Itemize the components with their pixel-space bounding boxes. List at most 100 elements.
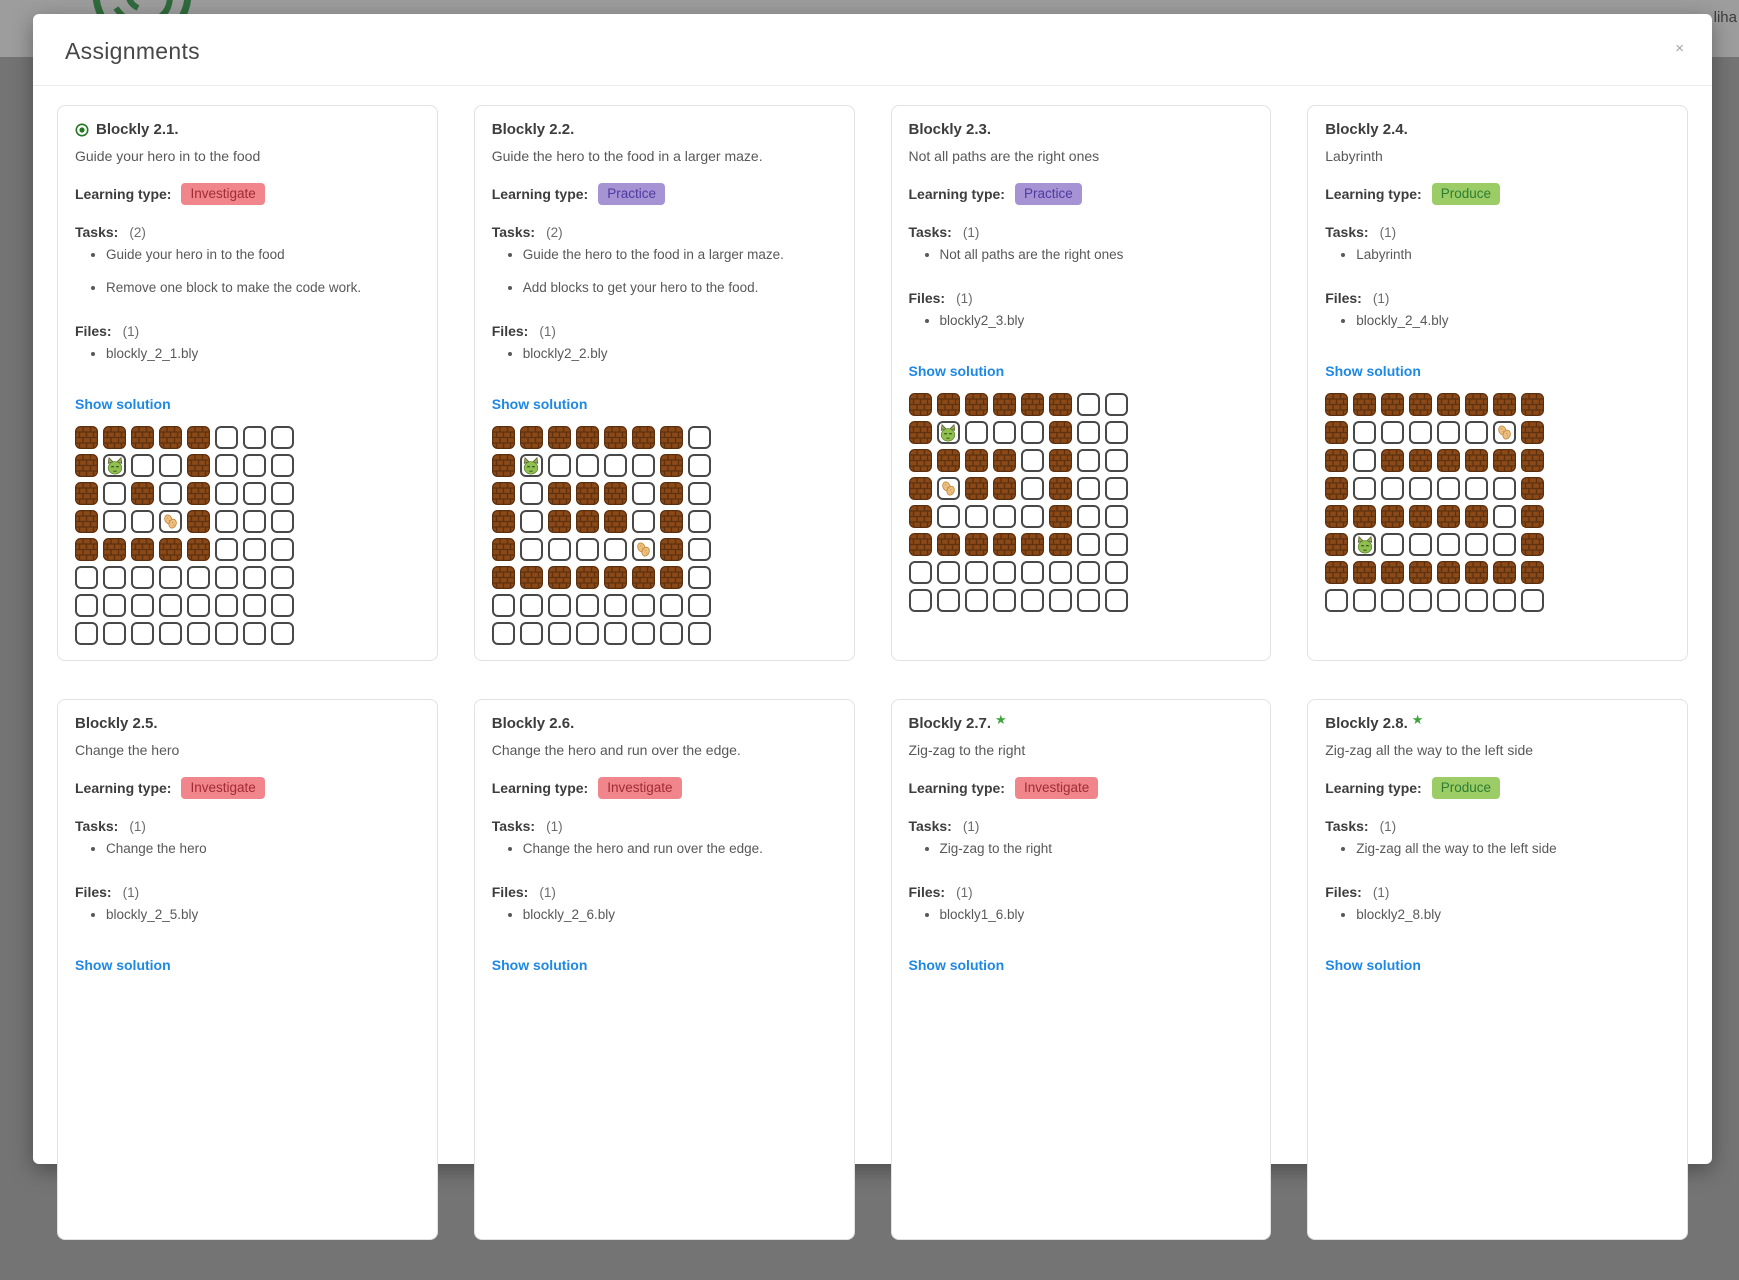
maze-empty-cell — [1409, 477, 1433, 500]
maze-empty-cell — [131, 594, 154, 617]
maze-wall-cell — [964, 477, 988, 500]
tasks-list: Not all paths are the right ones — [909, 246, 1254, 263]
maze-empty-cell — [575, 594, 599, 617]
maze-wall-cell — [992, 477, 1016, 500]
show-solution-link[interactable]: Show solution — [1325, 957, 1421, 973]
files-section: Files: (1) blockly2_3.bly — [909, 290, 1254, 329]
maze-empty-cell — [547, 622, 571, 645]
maze-food-cell — [159, 510, 182, 533]
maze-empty-cell — [575, 538, 599, 561]
files-header: Files: (1) — [492, 884, 837, 900]
maze-empty-cell — [1381, 477, 1405, 500]
star-icon: ★ — [995, 711, 1007, 727]
maze-wall-cell — [1353, 505, 1377, 528]
assignments-modal: Assignments × Blockly 2.1. Guide your her… — [33, 14, 1712, 1240]
show-solution-link[interactable]: Show solution — [491, 957, 588, 973]
maze-hero-cell — [1353, 533, 1377, 556]
task-item: Not all paths are the right ones — [940, 246, 1254, 263]
card-title-row: Blockly 2.6. — [492, 715, 837, 732]
files-count: (1) — [1372, 291, 1390, 306]
maze-empty-cell — [75, 622, 98, 645]
maze-wall-cell — [491, 538, 515, 561]
tasks-count: (1) — [962, 819, 980, 834]
maze-empty-cell — [1493, 505, 1517, 528]
maze-empty-cell — [1076, 589, 1100, 612]
maze-wall-cell — [187, 426, 210, 449]
file-item: blockly_2_6.bly — [523, 906, 837, 923]
maze-empty-cell — [1104, 477, 1128, 500]
maze-empty-cell — [1104, 393, 1128, 416]
maze-empty-cell — [1104, 533, 1128, 556]
maze-empty-cell — [1020, 505, 1044, 528]
show-solution-link[interactable]: Show solution — [75, 396, 171, 412]
maze-wall-cell — [187, 510, 210, 533]
tasks-list: Change the hero — [75, 840, 420, 857]
show-solution-link[interactable]: Show solution — [75, 957, 171, 973]
files-section: Files: (1) blockly_2_4.bly — [1325, 290, 1670, 329]
maze-wall-cell — [519, 566, 543, 589]
learning-type-badge: Produce — [1431, 777, 1501, 799]
maze-hero-cell — [936, 421, 960, 444]
hero-icon — [105, 456, 124, 475]
hero-icon — [1355, 535, 1374, 554]
close-icon[interactable]: × — [1669, 36, 1690, 61]
maze-empty-cell — [243, 482, 266, 505]
maze-wall-cell — [603, 482, 627, 505]
task-item: Guide your hero in to the food — [106, 246, 420, 263]
assignment-description: Change the hero — [75, 742, 180, 758]
maze-wall-cell — [103, 426, 126, 449]
maze-empty-cell — [243, 426, 266, 449]
assignment-title: Blockly 2.8. — [1325, 715, 1408, 732]
show-solution-link[interactable]: Show solution — [908, 957, 1005, 973]
assignment-card: Blockly 2.5. Change the hero Learning type… — [57, 699, 438, 1240]
maze-empty-cell — [1493, 533, 1517, 556]
maze-empty-cell — [1437, 477, 1461, 500]
maze-empty-cell — [936, 589, 960, 612]
maze-empty-cell — [1353, 477, 1377, 500]
files-count: (1) — [539, 885, 556, 900]
maze-wall-cell — [1521, 505, 1545, 528]
maze-empty-cell — [215, 566, 238, 589]
food-icon — [1495, 423, 1514, 442]
maze-wall-cell — [908, 505, 932, 528]
files-list: blockly2_2.bly — [492, 345, 837, 362]
maze-grid — [908, 393, 1254, 612]
card-title-row: Blockly 2.1. — [75, 121, 420, 138]
files-list: blockly2_3.bly — [909, 312, 1254, 329]
files-label: Files: — [1325, 290, 1362, 306]
maze-wall-cell — [659, 510, 683, 533]
maze-empty-cell — [992, 561, 1016, 584]
assignment-description: Not all paths are the right ones — [908, 148, 1100, 164]
show-solution-link[interactable]: Show solution — [908, 363, 1005, 379]
files-section: Files: (1) blockly_2_1.bly — [75, 323, 420, 362]
show-solution-link[interactable]: Show solution — [491, 396, 588, 412]
maze-hero-cell — [103, 454, 126, 477]
file-item: blockly2_8.bly — [1356, 906, 1670, 923]
files-count: (1) — [956, 885, 973, 900]
maze-empty-cell — [575, 454, 599, 477]
maze-wall-cell — [491, 510, 515, 533]
hero-icon — [939, 423, 958, 442]
tasks-list: Zig-zag to the right — [909, 840, 1254, 857]
maze-empty-cell — [1048, 589, 1072, 612]
maze-empty-cell — [519, 510, 543, 533]
maze-wall-cell — [659, 426, 683, 449]
maze-empty-cell — [159, 482, 182, 505]
maze-empty-cell — [159, 622, 182, 645]
maze-empty-cell — [271, 482, 294, 505]
files-header: Files: (1) — [1325, 884, 1670, 900]
maze-empty-cell — [1076, 477, 1100, 500]
assignment-card: Blockly 2.1. Guide your hero in to the fo… — [57, 105, 438, 661]
show-solution-link[interactable]: Show solution — [1325, 363, 1421, 379]
maze-wall-cell — [1409, 561, 1433, 584]
maze-grid — [75, 426, 420, 645]
maze-empty-cell — [215, 482, 238, 505]
maze-empty-cell — [215, 454, 238, 477]
tasks-count: (1) — [1379, 819, 1397, 834]
maze-wall-cell — [659, 566, 683, 589]
maze-empty-cell — [159, 454, 182, 477]
maze-wall-cell — [491, 454, 515, 477]
files-label: Files: — [908, 884, 946, 900]
learning-type-badge: Practice — [1014, 183, 1082, 205]
assignment-description: Labyrinth — [1325, 148, 1383, 164]
